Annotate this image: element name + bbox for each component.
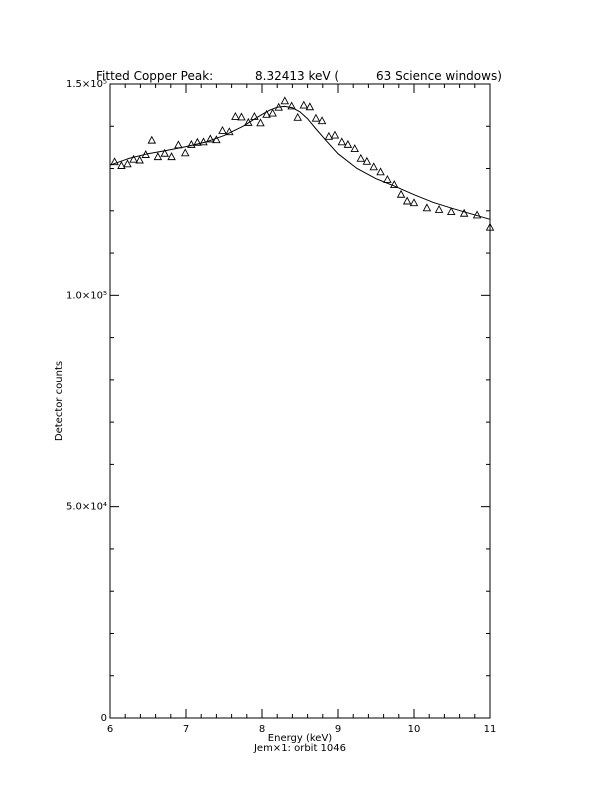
data-point [268,108,277,117]
x-tick-label: 11 [484,724,497,735]
data-point [123,159,132,168]
data-point [153,152,163,161]
data-point [485,222,495,231]
data-point [147,135,157,144]
data-point [129,154,138,163]
data-point [362,156,372,165]
data-point [274,102,283,111]
data-point [167,152,176,161]
data-point [299,100,309,109]
x-tick-label: 8 [259,724,265,735]
data-point [343,139,353,148]
data-point [472,210,482,219]
data-point [287,101,296,110]
data-point [459,208,469,217]
title-part-2: 8.32413 keV ( [255,69,339,83]
data-point [446,207,456,216]
data-point [350,144,359,153]
data-point [218,125,227,134]
data-point [305,102,315,111]
x-tick-label: 6 [107,724,113,735]
data-point [396,189,406,198]
data-point [117,161,126,169]
y-axis-label: Detector counts [54,361,65,441]
data-point [256,118,265,127]
data-point [174,140,183,149]
data-point [356,153,366,162]
data-point [409,198,419,207]
data-point [311,113,321,122]
y-tick-label: 0 [101,713,107,724]
data-point [434,205,444,213]
x-tick-label: 7 [183,724,189,735]
x-axis-sublabel: Jem×1: orbit 1046 [253,743,346,754]
data-point [199,137,208,146]
data-point [250,112,259,120]
data-point [402,196,412,205]
plot-frame [109,83,491,719]
x-tick-label: 9 [335,724,341,735]
data-point [376,167,385,176]
data-point [135,155,144,164]
tick-labels: 6 7 8 9 10 11 0 5.0×10⁴ 1.0×10⁵ 1.5×10⁵ [66,79,496,735]
data-point [110,157,119,166]
fit-curve [109,105,491,220]
data-point [389,180,399,188]
data-point [293,112,302,121]
data-point [383,174,392,183]
x-axis-label: Energy (keV) [268,733,333,744]
data-point [225,127,234,136]
data-point [206,134,215,143]
data-point [160,148,169,157]
data-point [317,116,327,125]
data-point [244,117,253,126]
data-point [262,109,271,118]
data-point [237,112,246,121]
data-point [231,112,240,120]
title-part-1: Fitted Copper Peak: [96,69,213,83]
y-tick-label: 5.0×10⁴ [66,502,107,513]
data-point [369,162,378,171]
data-point [337,137,347,146]
data-point [422,203,432,212]
data-point [193,137,202,146]
data-points [110,96,495,231]
title-part-3: 63 Science windows) [376,69,502,83]
data-point [187,139,196,148]
y-tick-label: 1.5×10⁵ [66,79,107,90]
y-tick-label: 1.0×10⁵ [66,290,107,301]
x-tick-label: 10 [408,724,421,735]
data-point [180,148,190,157]
data-point [212,135,221,144]
chart-title: Fitted Copper Peak: 8.32413 keV ( 63 Sci… [96,69,502,83]
ticks [109,83,491,719]
data-point [324,131,334,140]
data-point [330,130,340,139]
data-point [141,150,150,158]
data-point [280,96,290,105]
